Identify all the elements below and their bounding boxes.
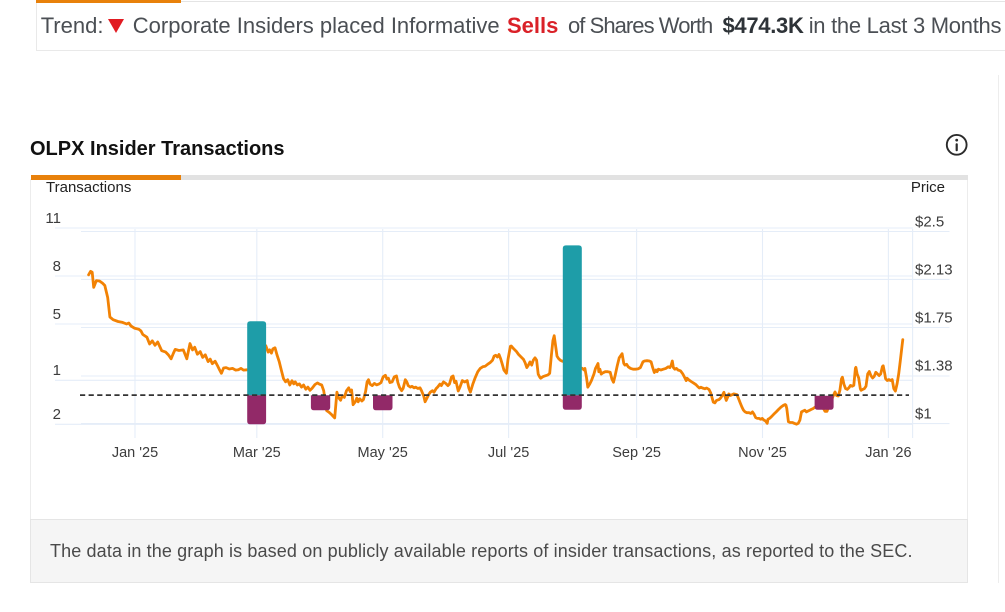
svg-text:5: 5 (53, 306, 61, 323)
svg-text:Jan '26: Jan '26 (865, 445, 911, 461)
svg-text:$1.75: $1.75 (915, 309, 953, 326)
svg-text:$2.13: $2.13 (915, 261, 953, 278)
svg-text:8: 8 (53, 258, 61, 275)
svg-text:$2.5: $2.5 (915, 213, 944, 230)
svg-text:Nov '25: Nov '25 (738, 445, 787, 461)
svg-text:$1.38: $1.38 (915, 357, 953, 374)
svg-text:Price: Price (911, 179, 945, 196)
svg-text:1: 1 (53, 362, 61, 379)
svg-text:Mar '25: Mar '25 (233, 445, 281, 461)
svg-text:Jan '25: Jan '25 (112, 445, 158, 461)
svg-text:$1: $1 (915, 405, 932, 422)
svg-text:Jul '25: Jul '25 (488, 445, 529, 461)
svg-text:Transactions: Transactions (46, 179, 131, 196)
svg-text:May '25: May '25 (358, 445, 408, 461)
svg-text:2: 2 (53, 406, 61, 423)
svg-text:11: 11 (45, 210, 61, 227)
svg-text:Sep '25: Sep '25 (612, 445, 661, 461)
